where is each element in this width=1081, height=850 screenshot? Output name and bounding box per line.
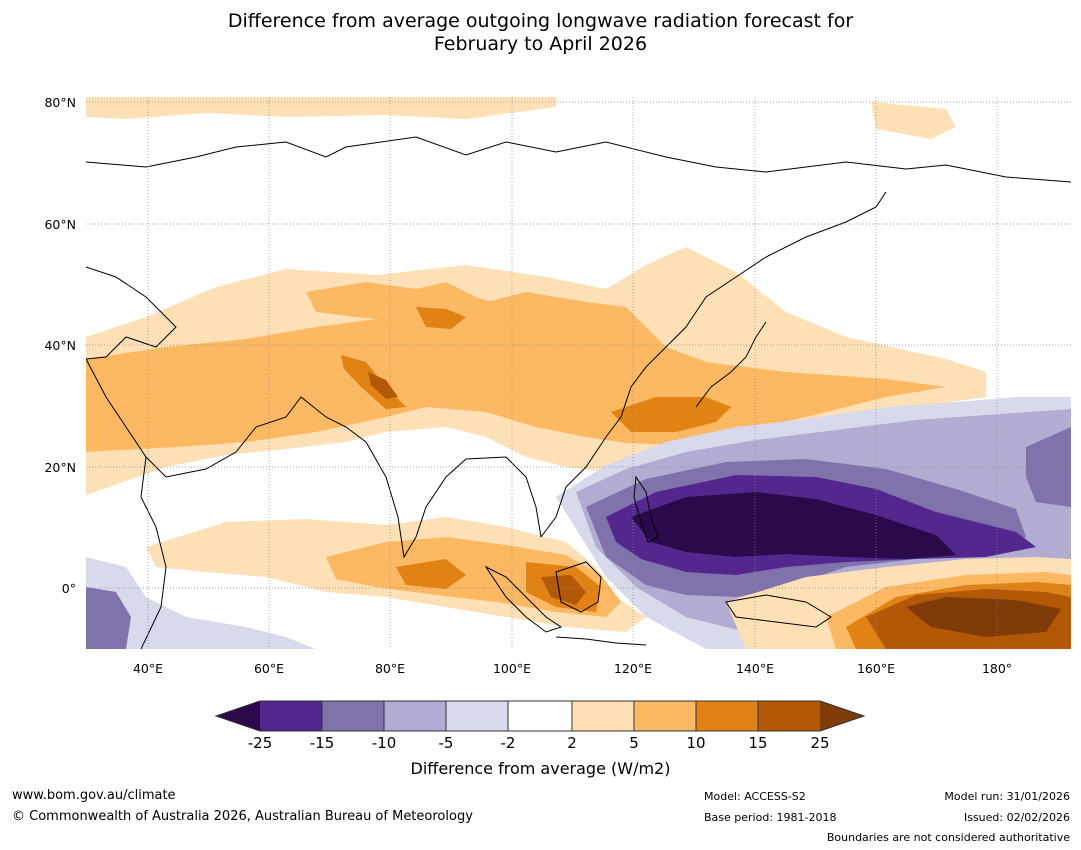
colorbar-segment-9: [758, 701, 820, 731]
anomaly-region-sumatra-dark: [396, 559, 601, 612]
lon-label-80e: 80°E: [374, 661, 406, 676]
anomaly-region-pacific-darkest-purple: [631, 492, 956, 559]
footer-disclaimer: Boundaries are not considered authoritat…: [826, 831, 1070, 844]
lat-label-80n: 80°N: [44, 95, 76, 110]
lon-label-180: 180°: [981, 661, 1013, 676]
coastline-east-asia: [540, 191, 887, 538]
coastline-europe-west: [86, 266, 177, 360]
footer-website-link[interactable]: www.bom.gov.au/climate: [12, 788, 176, 803]
anomaly-region-china-east-dark: [611, 397, 731, 432]
anomaly-region-sw-indian-light-purple: [86, 557, 316, 649]
anomaly-region-south-pacific-darkest: [906, 597, 1061, 637]
colorbar-segment-2: [322, 701, 384, 731]
anomaly-region-borneo-darkest: [541, 575, 586, 605]
anomaly-region-north-east: [871, 102, 956, 139]
coastline-east-africa: [140, 456, 167, 649]
lon-label-100e: 100°E: [492, 661, 531, 676]
coastline-java: [555, 636, 647, 646]
colorbar-segment-7: [634, 701, 696, 731]
olr-anomaly-map: [86, 97, 1071, 649]
colorbar-label: Difference from average (W/m2): [410, 759, 671, 778]
coastline-borneo: [555, 561, 602, 613]
colorbar-tick-5: 5: [629, 734, 639, 752]
coastline-japan: [695, 321, 767, 408]
colorbar-tick-2: 2: [567, 734, 577, 752]
lat-label-40n: 40°N: [44, 338, 76, 353]
lat-label-20n: 20°N: [44, 460, 76, 475]
map-panel: [86, 97, 1071, 649]
lon-label-120e: 120°E: [613, 661, 652, 676]
colorbar-tick-minus2: -2: [500, 734, 516, 752]
lon-label-160e: 160°E: [856, 661, 895, 676]
coastlines: [86, 136, 1071, 649]
colorbar-segment-1: [260, 701, 322, 731]
colorbar-tick-10: 10: [686, 734, 706, 752]
colorbar-tick-minus10: -10: [371, 734, 397, 752]
coastline-philippines: [633, 475, 659, 543]
coastline-new-guinea: [725, 594, 832, 628]
colorbar-graphic: [214, 700, 866, 732]
footer-base-period: Base period: 1981-2018: [704, 811, 837, 824]
graticule: [86, 97, 1071, 649]
footer-model: Model: ACCESS-S2: [704, 790, 806, 803]
colorbar-segment-5: [508, 701, 572, 731]
title-line-1: Difference from average outgoing longwav…: [227, 10, 854, 32]
colorbar: [214, 699, 866, 733]
anomaly-region-asia-interior: [306, 282, 556, 325]
lat-label-equator: 0°: [61, 581, 76, 596]
colorbar-tick-minus5: -5: [438, 734, 454, 752]
footer-model-run: Model run: 31/01/2026: [944, 790, 1070, 803]
lon-label-140e: 140°E: [735, 661, 774, 676]
lat-label-60n: 60°N: [44, 217, 76, 232]
colorbar-segment-4: [446, 701, 508, 731]
colorbar-outline: [214, 700, 866, 732]
anomaly-region-mongolia-dark: [416, 307, 466, 329]
footer-issued: Issued: 02/02/2026: [963, 811, 1070, 824]
title-line-2: February to April 2026: [433, 33, 648, 55]
footer-copyright: © Commonwealth of Australia 2026, Austra…: [12, 809, 473, 824]
colorbar-tick-minus15: -15: [309, 734, 335, 752]
colorbar-tick-25: 25: [810, 734, 830, 752]
colorbar-segment-above: [820, 701, 864, 731]
colorbar-tick-15: 15: [748, 734, 768, 752]
colorbar-segment-6: [572, 701, 634, 731]
lon-label-40e: 40°E: [132, 661, 164, 676]
anomaly-region-north-arctic: [86, 97, 556, 119]
anomaly-region-midlat-orange: [86, 292, 946, 452]
colorbar-segment-3: [384, 701, 446, 731]
coastline-sumatra: [484, 565, 563, 633]
anomaly-region-sw-indian-purple: [86, 587, 131, 649]
lon-label-60e: 60°E: [253, 661, 285, 676]
chart-title: Difference from average outgoing longwav…: [0, 10, 1081, 56]
colorbar-tick-minus25: -25: [247, 734, 273, 752]
coastline-arabia-africa: [86, 358, 542, 559]
anomaly-region-karakoram-darkest: [368, 372, 398, 399]
colorbar-segment-8: [696, 701, 758, 731]
coastline-eurasia-north: [86, 136, 1071, 183]
colorbar-segment-below: [216, 701, 260, 731]
